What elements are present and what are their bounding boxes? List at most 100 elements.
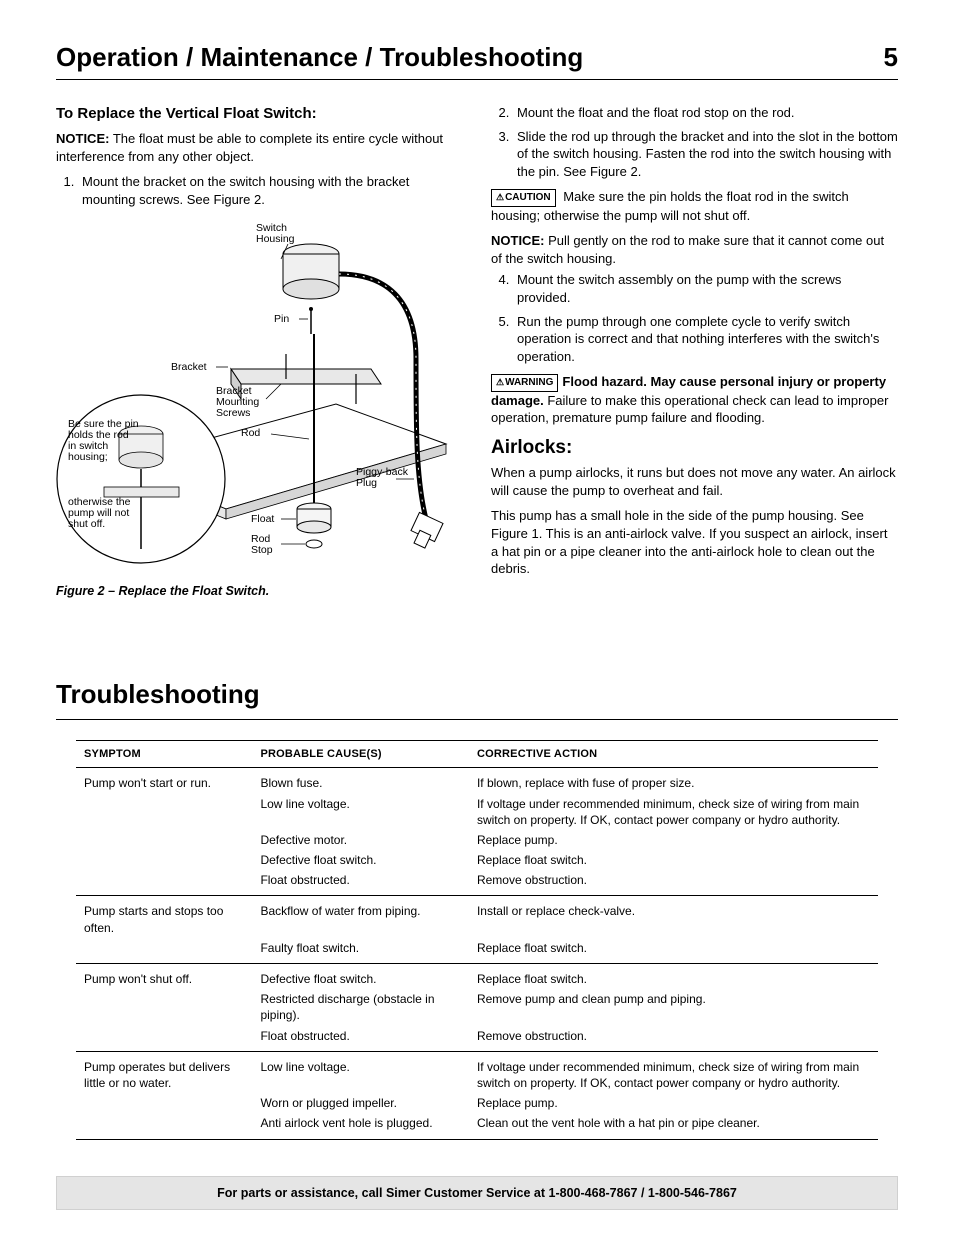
cell-action: If voltage under recommended minimum, ch… xyxy=(469,1051,878,1093)
troubleshooting-heading: Troubleshooting xyxy=(56,677,898,719)
cell-symptom xyxy=(76,850,252,870)
cell-action: Install or replace check-valve. xyxy=(469,896,878,938)
cell-symptom xyxy=(76,989,252,1025)
table-row: Low line voltage.If voltage under recomm… xyxy=(76,794,878,830)
label-pin: Pin xyxy=(274,313,289,325)
airlocks-heading: Airlocks: xyxy=(491,435,898,461)
th-symptom: SYMPTOM xyxy=(76,740,252,768)
notice-label: NOTICE: xyxy=(56,131,109,146)
page-number: 5 xyxy=(884,40,898,75)
cell-action: Clean out the vent hole with a hat pin o… xyxy=(469,1113,878,1139)
airlocks-p2: This pump has a small hole in the side o… xyxy=(491,507,898,577)
table-row: Pump starts and stops too often.Backflow… xyxy=(76,896,878,938)
label-rod: Rod xyxy=(241,427,260,439)
left-steps: Mount the bracket on the switch housing … xyxy=(56,173,463,208)
replace-switch-heading: To Replace the Vertical Float Switch: xyxy=(56,104,463,124)
notice-para: NOTICE: The float must be able to comple… xyxy=(56,130,463,165)
svg-text:housing;: housing; xyxy=(68,451,108,463)
table-row: Defective motor.Replace pump. xyxy=(76,830,878,850)
cell-cause: Faulty float switch. xyxy=(252,938,469,964)
step-5: Run the pump through one complete cycle … xyxy=(513,313,898,366)
figure-2-caption: Figure 2 – Replace the Float Switch. xyxy=(56,583,463,600)
cell-symptom: Pump won't start or run. xyxy=(76,768,252,794)
notice2-para: NOTICE: Pull gently on the rod to make s… xyxy=(491,232,898,267)
cell-action: If blown, replace with fuse of proper si… xyxy=(469,768,878,794)
cell-symptom xyxy=(76,938,252,964)
table-header-row: SYMPTOM PROBABLE CAUSE(S) CORRECTIVE ACT… xyxy=(76,740,878,768)
notice2-label: NOTICE: xyxy=(491,233,544,248)
notice2-text: Pull gently on the rod to make sure that… xyxy=(491,233,884,266)
cell-action: Remove obstruction. xyxy=(469,870,878,896)
left-column: To Replace the Vertical Float Switch: NO… xyxy=(56,104,463,607)
cell-symptom: Pump won't shut off. xyxy=(76,964,252,990)
cell-cause: Defective motor. xyxy=(252,830,469,850)
table-row: Pump won't start or run.Blown fuse.If bl… xyxy=(76,768,878,794)
svg-text:shut off.: shut off. xyxy=(68,518,105,530)
cell-cause: Low line voltage. xyxy=(252,794,469,830)
cell-cause: Restricted discharge (obstacle in piping… xyxy=(252,989,469,1025)
cell-action: Remove pump and clean pump and piping. xyxy=(469,989,878,1025)
footer-bar: For parts or assistance, call Simer Cust… xyxy=(56,1176,898,1211)
cell-symptom: Pump operates but delivers little or no … xyxy=(76,1051,252,1093)
warning-triangle-icon: ⚠ xyxy=(496,192,504,202)
cell-cause: Worn or plugged impeller. xyxy=(252,1093,469,1113)
cell-cause: Float obstructed. xyxy=(252,1026,469,1052)
cell-cause: Blown fuse. xyxy=(252,768,469,794)
notice-text: The float must be able to complete its e… xyxy=(56,131,443,164)
cell-action: Replace float switch. xyxy=(469,850,878,870)
cell-action: Replace pump. xyxy=(469,1093,878,1113)
page-header: Operation / Maintenance / Troubleshootin… xyxy=(56,40,898,80)
cell-symptom xyxy=(76,1093,252,1113)
cell-action: Remove obstruction. xyxy=(469,1026,878,1052)
cell-symptom: Pump starts and stops too often. xyxy=(76,896,252,938)
cell-cause: Float obstructed. xyxy=(252,870,469,896)
airlocks-p1: When a pump airlocks, it runs but does n… xyxy=(491,464,898,499)
svg-text:Stop: Stop xyxy=(251,544,273,556)
table-row: Faulty float switch.Replace float switch… xyxy=(76,938,878,964)
cell-symptom xyxy=(76,870,252,896)
svg-text:Plug: Plug xyxy=(356,477,377,489)
cell-cause: Defective float switch. xyxy=(252,964,469,990)
content-columns: To Replace the Vertical Float Switch: NO… xyxy=(56,104,898,607)
table-row: Float obstructed.Remove obstruction. xyxy=(76,870,878,896)
step-1: Mount the bracket on the switch housing … xyxy=(78,173,463,208)
caution-para: ⚠CAUTION Make sure the pin holds the flo… xyxy=(491,188,898,224)
warning-para: ⚠WARNINGFlood hazard. May cause personal… xyxy=(491,373,898,427)
label-bracket: Bracket xyxy=(171,361,207,373)
step-3: Slide the rod up through the bracket and… xyxy=(513,128,898,181)
label-float: Float xyxy=(251,513,274,525)
th-action: CORRECTIVE ACTION xyxy=(469,740,878,768)
warning-callout: ⚠WARNING xyxy=(491,374,558,392)
cell-symptom xyxy=(76,1026,252,1052)
table-row: Restricted discharge (obstacle in piping… xyxy=(76,989,878,1025)
svg-text:Screws: Screws xyxy=(216,407,250,419)
cell-action: Replace float switch. xyxy=(469,938,878,964)
warning-triangle-icon: ⚠ xyxy=(496,377,504,387)
step-4: Mount the switch assembly on the pump wi… xyxy=(513,271,898,306)
table-row: Float obstructed.Remove obstruction. xyxy=(76,1026,878,1052)
svg-text:Housing: Housing xyxy=(256,233,295,245)
cell-symptom xyxy=(76,1113,252,1139)
page-title: Operation / Maintenance / Troubleshootin… xyxy=(56,40,583,75)
cell-cause: Anti airlock vent hole is plugged. xyxy=(252,1113,469,1139)
right-column: Mount the float and the float rod stop o… xyxy=(491,104,898,607)
footer-prefix: For parts or assistance, call Simer Cust… xyxy=(217,1186,548,1200)
right-steps-4-5: Mount the switch assembly on the pump wi… xyxy=(491,271,898,365)
cell-symptom xyxy=(76,830,252,850)
cell-action: Replace pump. xyxy=(469,830,878,850)
warning-text: Failure to make this operational check c… xyxy=(491,393,888,426)
step-2: Mount the float and the float rod stop o… xyxy=(513,104,898,122)
troubleshooting-table: SYMPTOM PROBABLE CAUSE(S) CORRECTIVE ACT… xyxy=(76,740,878,1140)
cell-action: If voltage under recommended minimum, ch… xyxy=(469,794,878,830)
table-row: Worn or plugged impeller.Replace pump. xyxy=(76,1093,878,1113)
th-cause: PROBABLE CAUSE(S) xyxy=(252,740,469,768)
figure-2: Switch Housing Pin Bracket Bracket Mount… xyxy=(56,219,463,600)
cell-cause: Defective float switch. xyxy=(252,850,469,870)
table-row: Pump operates but delivers little or no … xyxy=(76,1051,878,1093)
table-row: Anti airlock vent hole is plugged.Clean … xyxy=(76,1113,878,1139)
footer-phones: 1-800-468-7867 / 1-800-546-7867 xyxy=(549,1186,737,1200)
cell-cause: Low line voltage. xyxy=(252,1051,469,1093)
cell-action: Replace float switch. xyxy=(469,964,878,990)
table-row: Defective float switch.Replace float swi… xyxy=(76,850,878,870)
right-steps-2-3: Mount the float and the float rod stop o… xyxy=(491,104,898,180)
